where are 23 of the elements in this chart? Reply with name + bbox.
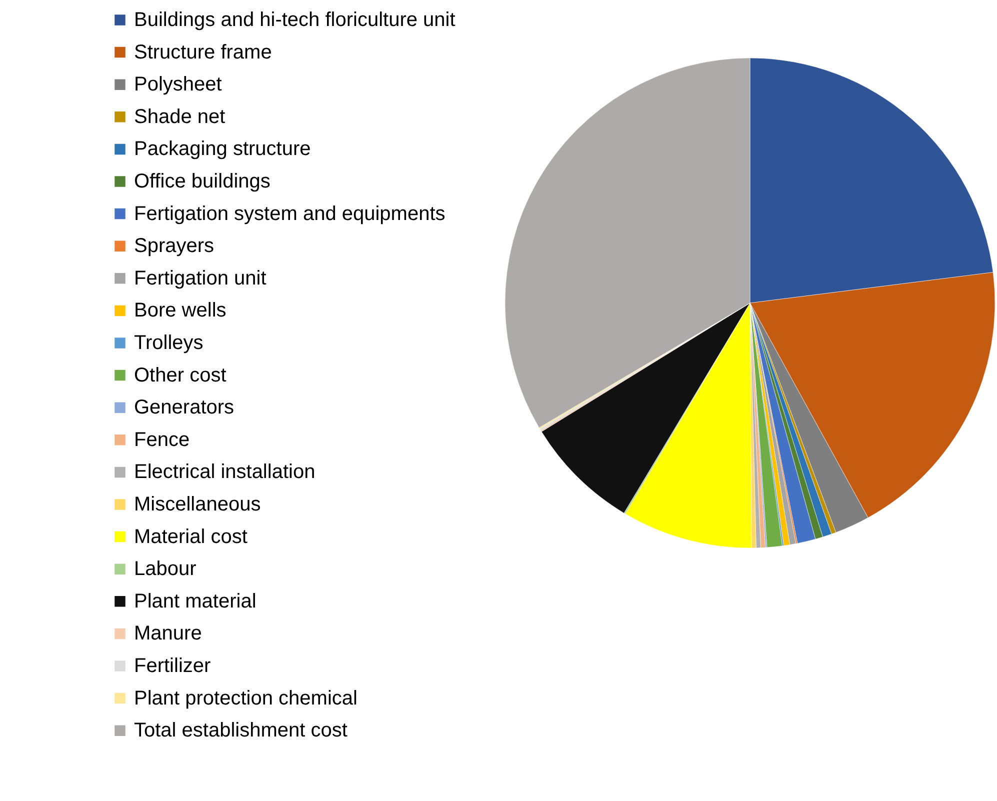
legend-label: Plant protection chemical: [134, 687, 358, 710]
legend-label: Labour: [134, 558, 197, 580]
legend-label: Bore wells: [134, 300, 226, 322]
legend-label: Fertigation unit: [134, 267, 267, 290]
legend-label: Structure frame: [134, 41, 272, 64]
legend-label: Manure: [134, 622, 202, 645]
legend-label: Miscellaneous: [134, 494, 261, 516]
legend-label: Shade net: [134, 106, 226, 128]
legend-label: Generators: [134, 396, 234, 419]
legend-label: Sprayers: [134, 235, 214, 258]
legend-label: Polysheet: [134, 74, 222, 96]
legend-label: Fertilizer: [134, 655, 212, 677]
legend-label: Buildings and hi-tech floriculture unit: [134, 9, 456, 31]
legend-label: Fertigation system and equipments: [134, 202, 446, 225]
legend-label: Office buildings: [134, 170, 270, 192]
legend-label: Fence: [134, 428, 190, 451]
legend-label: Trolleys: [134, 332, 204, 354]
legend-label: Packaging structure: [134, 138, 311, 160]
legend-label: Other cost: [134, 364, 227, 386]
legend-label: Electrical installation: [134, 461, 316, 484]
legend-label: Plant material: [134, 590, 256, 612]
legend-label: Material cost: [134, 526, 248, 548]
legend-label: Total establishment cost: [134, 720, 348, 742]
